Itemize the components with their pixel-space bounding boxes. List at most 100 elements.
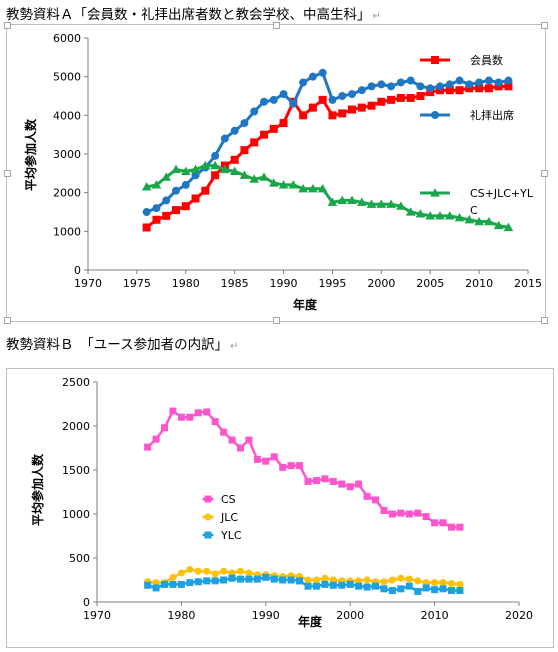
chart-b-x-tick-label: 1970: [83, 609, 111, 622]
chart-b-data-point: [245, 575, 253, 583]
chart-a-data-point: [348, 90, 356, 99]
chart-a-data-point: [230, 155, 239, 164]
resize-handle-top-left[interactable]: [4, 22, 11, 29]
chart-b-x-tick-label: 1980: [167, 609, 195, 622]
chart-a-legend-item: 会員数: [420, 54, 503, 67]
chart-a-data-point: [250, 107, 259, 116]
chart-a-data-point: [367, 101, 376, 110]
chart-b-x-axis-label: 年度: [298, 614, 323, 629]
caption-chart-a: 教勢資料Ａ「会員数・礼拝出席者数と教会学校、中高生科」 ↵: [6, 3, 381, 23]
chart-a-data-point: [454, 213, 465, 222]
chart-a-data-point: [162, 211, 171, 220]
chart-a-x-tick-label: 1970: [74, 277, 102, 290]
chart-b-data-point: [321, 574, 329, 582]
chart-b-data-point: [194, 409, 202, 417]
chart-b-data-point: [169, 580, 177, 588]
chart-b-data-point: [279, 463, 287, 471]
chart-b-data-point: [177, 413, 185, 421]
chart-a-data-point: [356, 197, 367, 206]
chart-a-y-tick-label: 3000: [53, 148, 81, 161]
chart-a-data-point: [260, 130, 268, 139]
chart-b-data-point: [312, 576, 320, 584]
chart-a-data-point: [210, 160, 220, 170]
resize-handle-top[interactable]: [273, 22, 280, 29]
chart-a-data-point: [240, 146, 249, 155]
chart-a-legend-label: CS+JLC+YL C: [470, 187, 534, 217]
chart-a-y-tick-label: 0: [74, 264, 81, 277]
resize-handle-right[interactable]: [541, 170, 548, 177]
chart-a-data-point: [142, 223, 151, 232]
resize-handle-left[interactable]: [4, 170, 11, 177]
chart-b-data-point: [304, 477, 312, 485]
chart-b-data-point: [287, 462, 295, 470]
chart-b-data-point: [346, 483, 354, 491]
chart-a-data-point: [152, 204, 161, 213]
chart-b-data-point: [447, 580, 455, 588]
chart-a-legend-label-line: CS+JLC+YL: [470, 187, 534, 200]
chart-b-data-point: [169, 407, 177, 415]
chart-b-data-point: [296, 577, 304, 585]
chart-b-data-point: [245, 569, 253, 577]
chart-a-legend-label: 会員数: [470, 54, 503, 67]
chart-b-data-point: [355, 582, 363, 590]
chart-b-data-point: [312, 477, 320, 485]
chart-b-data-point: [456, 587, 464, 595]
caption-chart-b: 教勢資料Ｂ 「ユース参加者の内訳」 ↵: [6, 333, 238, 353]
chart-a-data-point: [426, 84, 435, 93]
chart-a-series-line: [145, 84, 509, 229]
chart-b-data-point: [447, 587, 455, 595]
chart-b-data-point: [236, 575, 244, 583]
chart-b-data-point: [220, 567, 228, 575]
chart-a-data-point: [377, 80, 386, 89]
chart-a-frame[interactable]: [4, 22, 548, 324]
chart-b-data-point: [253, 455, 261, 463]
paragraph-mark: ↵: [372, 11, 381, 22]
chart-a-x-tick-label: 1980: [172, 277, 200, 290]
chart-b-data-point: [203, 577, 211, 585]
chart-a-data-point: [396, 93, 405, 102]
resize-handle-bottom[interactable]: [273, 317, 280, 324]
chart-b-data-point: [439, 579, 447, 587]
chart-b-data-point: [194, 567, 202, 575]
chart-a-data-point: [308, 184, 318, 193]
chart-b-data-point: [161, 580, 169, 588]
resize-handle-top-right[interactable]: [541, 22, 548, 29]
chart-b-legend-label: YLC: [220, 529, 242, 542]
chart-a-data-point: [289, 99, 298, 108]
chart-b-data-point: [304, 576, 312, 584]
chart-a-data-point: [455, 86, 464, 95]
chart-a-x-tick-label: 2015: [514, 277, 542, 290]
resize-handle-bottom-left[interactable]: [4, 317, 11, 324]
chart-a-data-point: [415, 209, 426, 218]
chart-a-data-point: [425, 211, 436, 220]
chart-b-data-point: [194, 578, 202, 586]
chart-b-data-point: [431, 579, 439, 587]
chart-a-data-point: [279, 90, 288, 99]
chart-a-data-point: [308, 103, 317, 112]
chart-a-data-point: [180, 166, 191, 175]
chart-a-data-point: [474, 216, 484, 226]
chart-a-series-0: [142, 82, 513, 232]
chart-a-data-point: [278, 180, 289, 189]
chart-b-data-point: [363, 576, 371, 584]
chart-a-data-point: [475, 84, 484, 93]
chart-a-data-point: [436, 82, 444, 91]
chart-a-data-point: [190, 164, 201, 174]
chart-b-x-tick-label: 2010: [421, 609, 449, 622]
chart-a-y-tick-label: 2000: [53, 187, 81, 200]
chart-a-data-point: [317, 184, 328, 193]
chart-a-data-point: [387, 82, 396, 91]
chart-b-data-point: [355, 480, 363, 488]
chart-a-data-point: [484, 84, 493, 93]
chart-b-legend-item: CS: [202, 493, 236, 506]
chart-a-x-tick-label: 2000: [367, 277, 395, 290]
chart-b-data-point: [211, 570, 219, 578]
resize-handle-bottom-right[interactable]: [541, 317, 548, 324]
chart-a-data-point: [240, 119, 249, 128]
chart-a-data-point: [318, 68, 327, 77]
chart-b: 0 500 1000 1500 2000 2500 1970 1980 1990 2000 2010…: [30, 376, 533, 629]
chart-b-data-point: [270, 575, 278, 583]
chart-b-data-point: [312, 582, 320, 590]
chart-a-data-point: [161, 172, 172, 181]
